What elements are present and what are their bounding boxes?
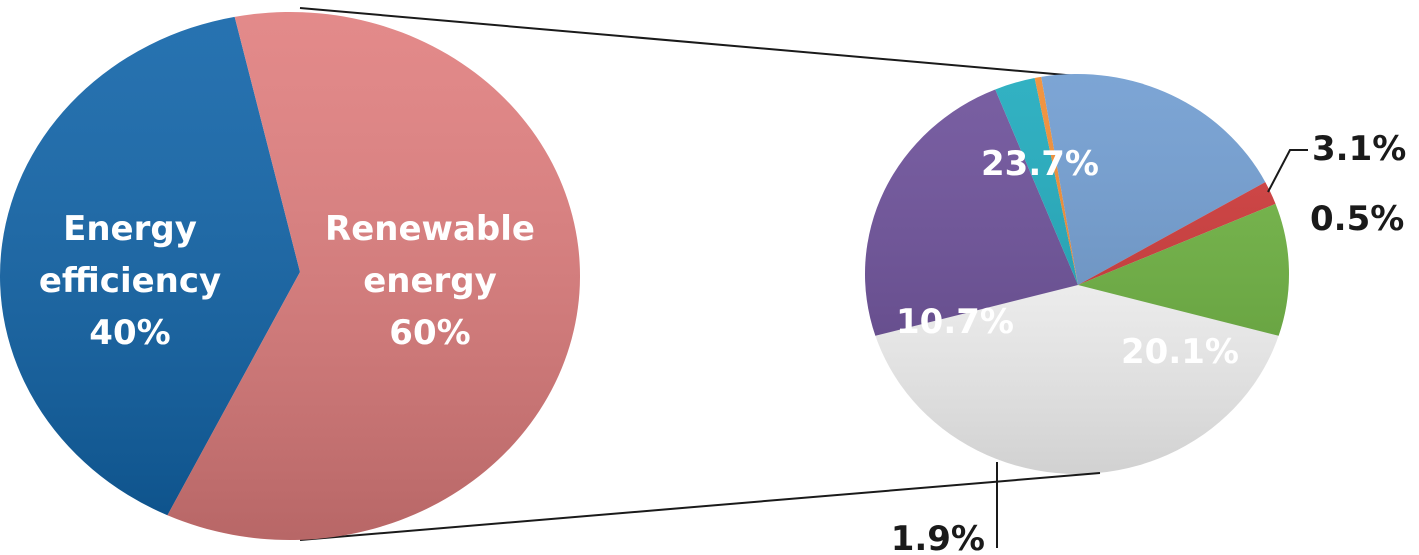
- label-energy-line2: efficiency: [39, 261, 221, 301]
- label-1-9: 1.9%: [891, 519, 985, 555]
- label-energy-line1: Energy: [63, 209, 197, 249]
- label-10-7: 10.7%: [896, 302, 1014, 342]
- label-renewable-line1: Renewable: [325, 209, 535, 249]
- detail-pie-shade: [865, 74, 1289, 474]
- label-renewable-line2: energy: [363, 261, 497, 301]
- main-pie: [0, 11, 580, 540]
- label-23-7: 23.7%: [981, 144, 1099, 184]
- label-20-1: 20.1%: [1121, 332, 1239, 372]
- connector-line-bottom: [299, 472, 1101, 541]
- label-renewable-value: 60%: [389, 313, 470, 353]
- main-pie-shade: [0, 12, 580, 540]
- label-energy-value: 40%: [89, 313, 170, 353]
- detail-pie: [865, 73, 1289, 474]
- label-3-1: 3.1%: [1312, 129, 1406, 169]
- connector-line-top: [299, 7, 1101, 79]
- leader-line-3-1: [1267, 149, 1308, 193]
- label-0-5: 0.5%: [1310, 199, 1404, 239]
